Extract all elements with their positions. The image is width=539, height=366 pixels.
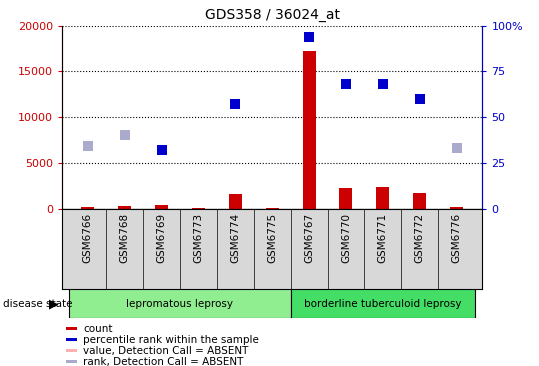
Text: GSM6775: GSM6775: [267, 213, 277, 263]
Point: [84, 143, 92, 149]
Text: GSM6776: GSM6776: [452, 213, 461, 263]
Bar: [70, 289, 291, 318]
Point: [342, 81, 350, 87]
Bar: [155, 205, 168, 209]
Text: GSM6766: GSM6766: [83, 213, 93, 263]
Point: [120, 132, 129, 138]
Text: ▶: ▶: [49, 297, 59, 310]
Text: rank, Detection Call = ABSENT: rank, Detection Call = ABSENT: [83, 356, 244, 366]
Bar: [120, 206, 130, 209]
Point: [305, 34, 313, 40]
Text: GSM6769: GSM6769: [156, 213, 167, 263]
Bar: [66, 327, 77, 330]
Text: borderline tuberculoid leprosy: borderline tuberculoid leprosy: [304, 299, 461, 309]
Bar: [340, 188, 353, 209]
Text: GSM6767: GSM6767: [304, 213, 314, 263]
Bar: [118, 206, 131, 209]
Text: GSM6774: GSM6774: [230, 213, 240, 263]
Bar: [450, 207, 463, 209]
Bar: [81, 207, 94, 209]
Text: GSM6772: GSM6772: [414, 213, 425, 263]
Bar: [452, 207, 462, 209]
Bar: [267, 208, 278, 209]
Text: lepromatous leprosy: lepromatous leprosy: [127, 299, 233, 309]
Bar: [66, 338, 77, 341]
Bar: [66, 349, 77, 352]
Text: GSM6771: GSM6771: [378, 213, 388, 263]
Bar: [266, 208, 279, 209]
Bar: [413, 193, 426, 209]
Text: count: count: [83, 324, 113, 334]
Point: [416, 96, 424, 102]
Bar: [82, 207, 93, 209]
Bar: [229, 194, 242, 209]
Text: value, Detection Call = ABSENT: value, Detection Call = ABSENT: [83, 346, 248, 356]
Text: disease state: disease state: [3, 299, 72, 309]
Bar: [192, 208, 205, 209]
Bar: [291, 289, 475, 318]
Point: [157, 147, 166, 153]
Bar: [66, 360, 77, 363]
Bar: [376, 187, 389, 209]
Point: [452, 145, 461, 151]
Bar: [302, 51, 315, 209]
Text: GSM6770: GSM6770: [341, 213, 351, 263]
Text: GSM6768: GSM6768: [120, 213, 130, 263]
Text: GSM6773: GSM6773: [194, 213, 203, 263]
Point: [231, 101, 240, 107]
Bar: [194, 208, 204, 209]
Text: percentile rank within the sample: percentile rank within the sample: [83, 335, 259, 345]
Title: GDS358 / 36024_at: GDS358 / 36024_at: [205, 8, 340, 22]
Point: [378, 81, 387, 87]
